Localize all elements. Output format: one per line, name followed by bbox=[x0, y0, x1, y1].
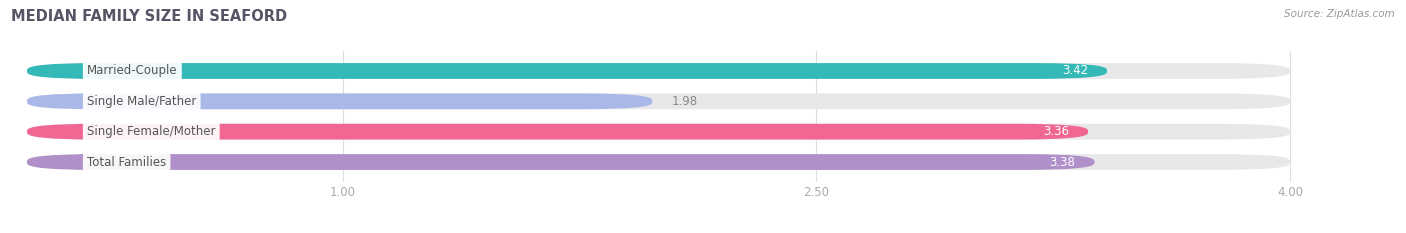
Text: 1.98: 1.98 bbox=[671, 95, 697, 108]
Text: 3.36: 3.36 bbox=[1043, 125, 1069, 138]
FancyBboxPatch shape bbox=[27, 93, 1291, 109]
Text: MEDIAN FAMILY SIZE IN SEAFORD: MEDIAN FAMILY SIZE IN SEAFORD bbox=[11, 9, 287, 24]
Text: Single Male/Father: Single Male/Father bbox=[87, 95, 197, 108]
FancyBboxPatch shape bbox=[27, 154, 1094, 170]
Text: 3.42: 3.42 bbox=[1062, 65, 1088, 78]
Text: Source: ZipAtlas.com: Source: ZipAtlas.com bbox=[1284, 9, 1395, 19]
FancyBboxPatch shape bbox=[27, 154, 1291, 170]
FancyBboxPatch shape bbox=[27, 124, 1088, 140]
FancyBboxPatch shape bbox=[27, 63, 1291, 79]
Text: 3.38: 3.38 bbox=[1049, 155, 1076, 168]
FancyBboxPatch shape bbox=[27, 93, 652, 109]
FancyBboxPatch shape bbox=[27, 63, 1107, 79]
Text: Total Families: Total Families bbox=[87, 155, 166, 168]
Text: Married-Couple: Married-Couple bbox=[87, 65, 177, 78]
FancyBboxPatch shape bbox=[27, 124, 1291, 140]
Text: Single Female/Mother: Single Female/Mother bbox=[87, 125, 215, 138]
